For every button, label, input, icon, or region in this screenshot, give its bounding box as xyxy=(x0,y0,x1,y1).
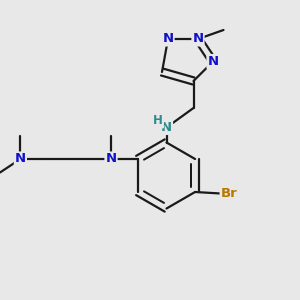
Text: N: N xyxy=(15,152,26,166)
Text: N: N xyxy=(105,152,117,166)
Text: Br: Br xyxy=(220,187,237,200)
Text: N: N xyxy=(161,121,172,134)
Text: N: N xyxy=(192,32,204,46)
Text: H: H xyxy=(153,114,163,128)
Text: N: N xyxy=(162,32,174,46)
Text: N: N xyxy=(207,55,219,68)
